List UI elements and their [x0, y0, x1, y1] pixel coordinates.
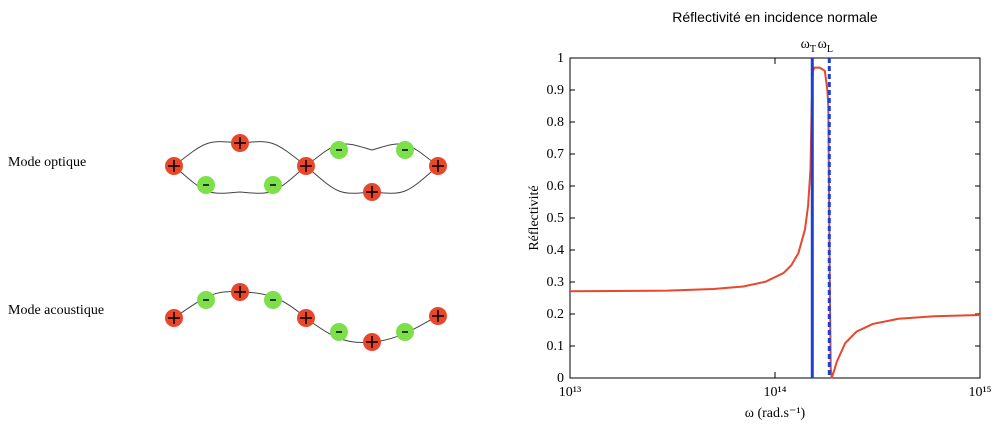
y-tick-label: 0.1 [547, 339, 565, 354]
chart-title: Réflectivité en incidence normale [672, 9, 878, 25]
chart: Réflectivité en incidence normale ω (rad.… [527, 9, 992, 421]
x-tick-label: 10¹⁵ [968, 385, 991, 400]
y-tick-label: 0.5 [547, 211, 565, 226]
x-tick-label: 10¹³ [559, 385, 581, 400]
y-axis-label: Réflectivité [527, 185, 542, 250]
data-line [570, 68, 980, 378]
marker-label-sub: T [810, 44, 816, 55]
marker-label-symbol: ω [818, 37, 827, 52]
x-tick-label: 10¹⁴ [763, 385, 786, 400]
y-tick-label: 0 [557, 371, 564, 386]
y-tick-label: 0.8 [547, 115, 565, 130]
y-tick-label: 0.6 [547, 179, 565, 194]
marker-label-symbol: ω [801, 37, 810, 52]
marker-label: ωT [801, 37, 816, 55]
figure: Mode optique Mode acoustique Réflectivit… [0, 0, 1000, 425]
plot-frame [570, 58, 980, 378]
diagram: Mode optique Mode acoustique [8, 134, 447, 351]
marker-label: ωL [818, 37, 833, 55]
y-tick-label: 0.2 [547, 307, 565, 322]
x-axis-label: ω (rad.s⁻¹) [745, 406, 806, 421]
y-tick-label: 0.7 [547, 147, 565, 162]
y-tick-label: 1 [557, 51, 564, 66]
marker-label-sub: L [827, 44, 833, 55]
mode-label: Mode acoustique [8, 303, 104, 318]
y-tick-label: 0.3 [547, 275, 565, 290]
mode-label: Mode optique [8, 155, 86, 170]
y-tick-label: 0.4 [547, 243, 565, 258]
atoms [165, 134, 447, 351]
y-tick-label: 0.9 [547, 83, 565, 98]
